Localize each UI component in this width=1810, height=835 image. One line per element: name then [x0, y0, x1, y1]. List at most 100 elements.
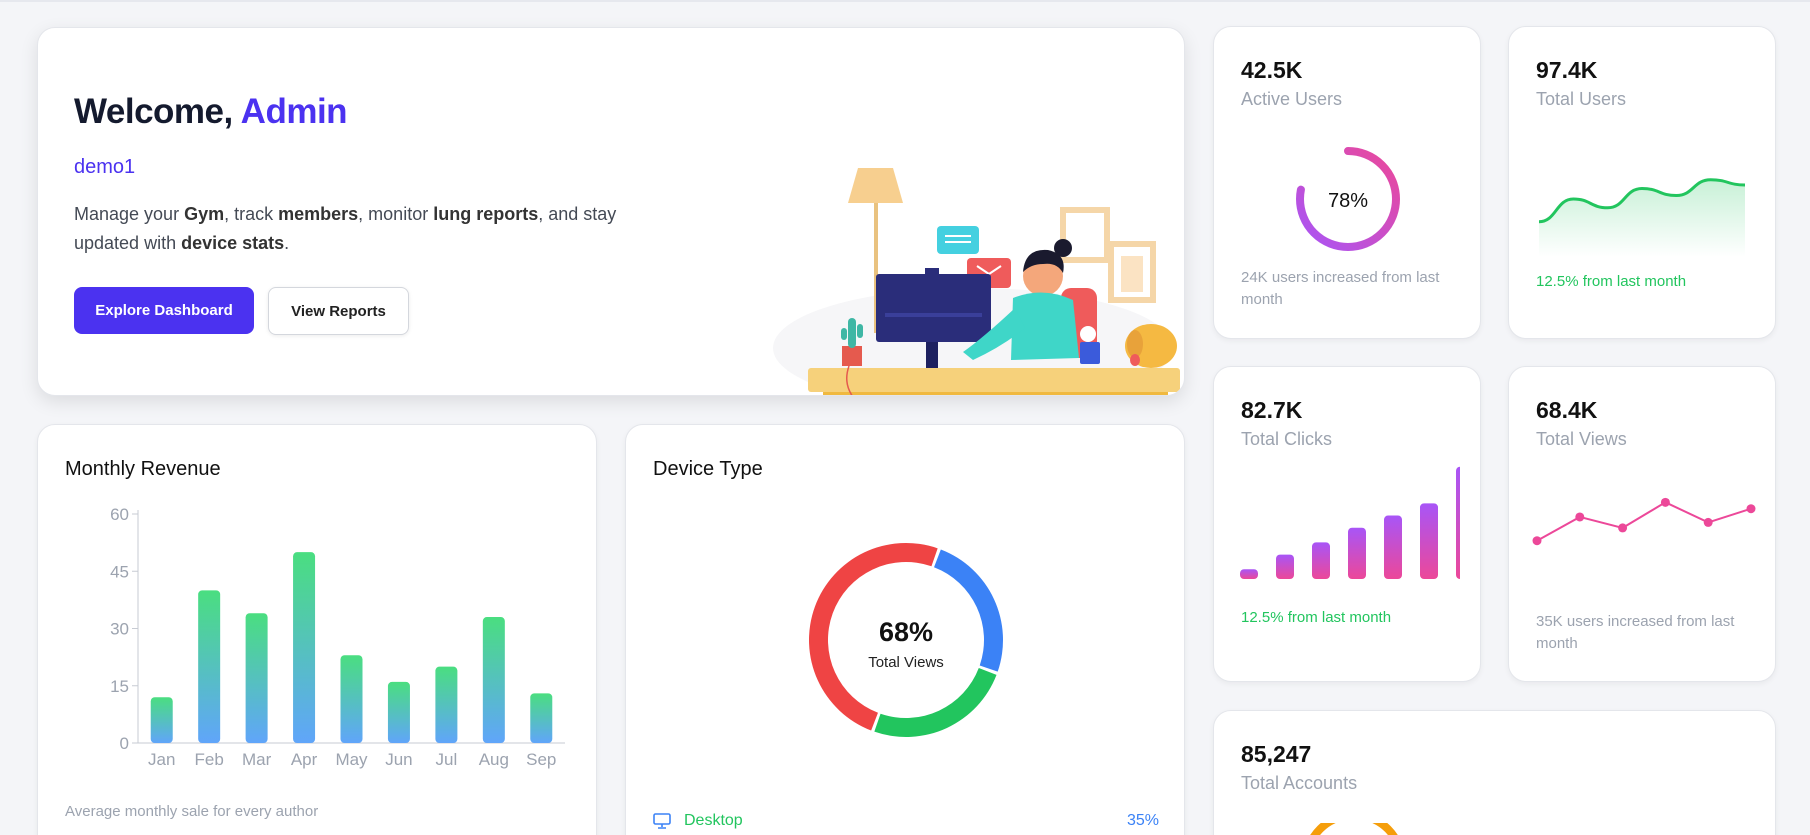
picture-frame [1108, 241, 1156, 303]
views-point [1746, 504, 1756, 514]
stat-value: 82.7K [1241, 397, 1303, 423]
welcome-description: Manage your Gym, track members, monitor … [74, 200, 634, 258]
revenue-bar [340, 655, 363, 743]
y-tick-label: 45 [110, 562, 129, 581]
views-point [1703, 517, 1713, 527]
views-point [1532, 536, 1542, 546]
welcome-name: Admin [240, 92, 348, 131]
revenue-bar [245, 613, 268, 743]
card-footnote: Average monthly sale for every author [65, 803, 319, 820]
revenue-bar [293, 552, 316, 743]
description-segment: members [278, 204, 359, 224]
person [1023, 256, 1063, 296]
click-bar [1348, 527, 1366, 579]
stat-value: 85,247 [1241, 741, 1312, 767]
click-bar [1240, 569, 1258, 579]
view-reports-button[interactable]: View Reports [268, 287, 409, 335]
accounts-arc [1310, 823, 1398, 835]
x-tick-label: May [335, 750, 368, 769]
total-views-card: 68.4K Total Views 35K users increased fr… [1508, 366, 1776, 682]
description-segment: , track [224, 204, 279, 224]
progress-ring: 78% [1296, 147, 1400, 251]
click-bar [1456, 466, 1460, 579]
accounts-ring [1310, 823, 1398, 835]
card-title: Monthly Revenue [65, 458, 221, 480]
top-divider [0, 0, 1810, 2]
x-tick-label: Aug [479, 750, 509, 769]
welcome-greeting: Welcome, [74, 92, 241, 131]
stat-value: 97.4K [1536, 57, 1598, 83]
revenue-bar [150, 697, 173, 743]
x-tick-label: Jul [436, 750, 458, 769]
revenue-bar [482, 617, 505, 743]
trend-line [1539, 178, 1745, 224]
stat-label: Total Accounts [1241, 773, 1358, 793]
device-donut-chart [809, 543, 1003, 737]
click-bar [1276, 554, 1294, 579]
chat-bubble-icon [937, 226, 979, 254]
welcome-title: Welcome, Admin [74, 92, 348, 132]
revenue-bar-chart: 0 15 30 45 60 Jan Feb Mar Apr May Jun Jul Aug Sep [110, 505, 565, 769]
description-segment: Manage your [74, 204, 185, 224]
legend-item-desktop: Desktop 35% [653, 811, 1159, 835]
stat-label: Total Clicks [1241, 429, 1333, 449]
monthly-revenue-card: Monthly Revenue 0 15 30 45 60 Jan Feb Mar Apr May… [37, 424, 597, 835]
plant-pot [842, 346, 862, 366]
views-line [1536, 501, 1752, 542]
x-tick-label: Sep [526, 750, 556, 769]
x-tick-label: Apr [291, 750, 318, 769]
donut-center-label: Total Views [868, 654, 944, 671]
stat-value: 42.5K [1241, 57, 1303, 83]
donut-segment [934, 549, 1003, 672]
users-trend-chart [1539, 178, 1745, 257]
ring-percent: 78% [1328, 190, 1368, 212]
explore-dashboard-button[interactable]: Explore Dashboard [74, 287, 254, 334]
description-segment: lung reports [433, 204, 539, 224]
description-segment: device stats [181, 233, 285, 253]
device-type-card: Device Type 68% Total Views Desktop 35% [625, 424, 1185, 835]
description-segment: Gym [184, 204, 225, 224]
donut-center-percent: 68% [878, 617, 934, 647]
revenue-bar [435, 666, 458, 743]
description-segment: , and stay updated with [74, 204, 617, 253]
legend-label: Desktop [684, 812, 743, 829]
y-tick-label: 60 [110, 505, 129, 524]
y-tick-label: 15 [110, 677, 129, 696]
description-segment: . [284, 233, 290, 253]
y-tick-label: 0 [120, 734, 129, 753]
stat-value: 68.4K [1536, 397, 1598, 423]
monitor-icon [653, 813, 671, 829]
welcome-subtitle: demo1 [74, 156, 136, 178]
click-bar [1420, 503, 1438, 579]
description-segment: , monitor [358, 204, 434, 224]
x-tick-label: Feb [195, 750, 224, 769]
stat-label: Total Users [1536, 89, 1627, 109]
trend-area [1539, 179, 1745, 257]
views-point [1575, 512, 1585, 522]
active-users-card: 42.5K Active Users 78% 24K users increas… [1213, 26, 1481, 339]
x-tick-label: Jun [385, 750, 412, 769]
stat-note: 35K users increased from last month [1536, 613, 1735, 652]
total-users-card: 97.4K Total Users 12.5% from last month [1508, 26, 1776, 339]
stat-note: 12.5% from last month [1536, 273, 1687, 290]
revenue-bar [387, 681, 410, 743]
welcome-card: Welcome, Admin demo1 Manage your Gym, tr… [37, 27, 1185, 396]
views-line-chart [1532, 497, 1756, 546]
stat-note: 12.5% from last month [1241, 609, 1392, 626]
total-accounts-card: 85,247 Total Accounts [1213, 710, 1776, 835]
click-bar [1384, 515, 1402, 579]
monitor [876, 274, 991, 342]
legend-value: 35% [1126, 812, 1159, 829]
stat-label: Total Views [1536, 429, 1627, 449]
revenue-bar [530, 693, 553, 743]
donut-segment [809, 543, 938, 731]
cup [1080, 342, 1100, 364]
desk [808, 368, 1180, 392]
x-tick-label: Jan [148, 750, 175, 769]
x-tick-label: Mar [242, 750, 272, 769]
clicks-bar-chart [1240, 466, 1460, 579]
lamp-shade [848, 168, 903, 203]
stat-label: Active Users [1241, 89, 1343, 109]
views-point [1660, 497, 1670, 507]
revenue-bar [198, 590, 221, 743]
